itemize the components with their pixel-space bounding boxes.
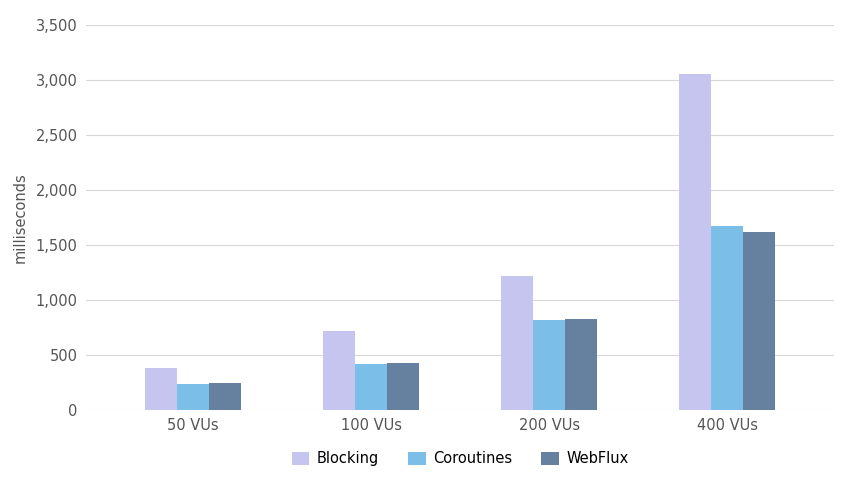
Bar (355, 364, 387, 410)
Bar (177, 384, 209, 410)
Legend: Blocking, Coroutines, WebFlux: Blocking, Coroutines, WebFlux (286, 446, 634, 472)
Bar (387, 362, 419, 410)
Bar (322, 331, 355, 410)
Bar (533, 320, 565, 410)
Bar (209, 382, 241, 410)
Bar (743, 232, 776, 410)
Y-axis label: milliseconds: milliseconds (12, 172, 28, 263)
Bar (711, 226, 743, 410)
Bar (679, 74, 711, 410)
Bar (501, 276, 533, 410)
Bar (565, 320, 597, 410)
Bar (144, 368, 177, 410)
